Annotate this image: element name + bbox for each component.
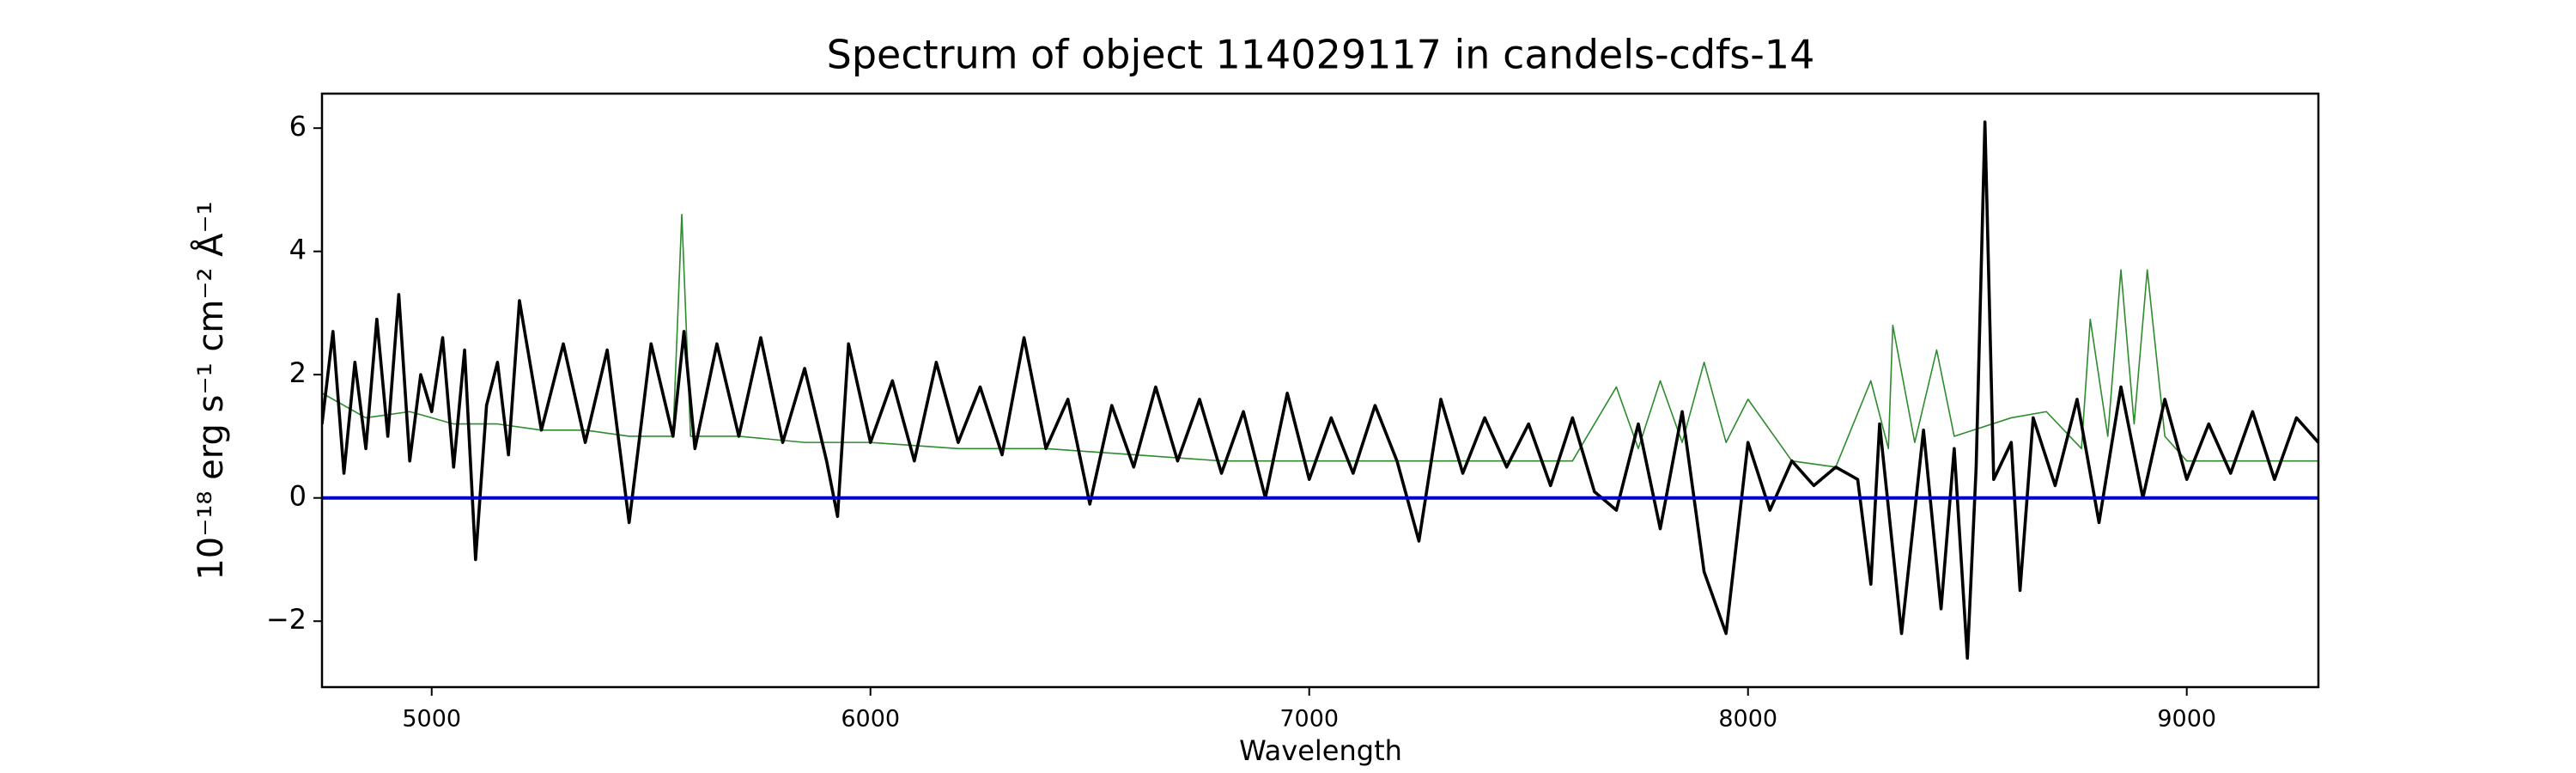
plot-frame [320,92,2320,689]
chart-title: Spectrum of object 114029117 in candels-… [827,32,1815,78]
y-tick-label: 6 [289,110,307,143]
y-tick-label: 2 [289,356,307,389]
spectrum-line [322,120,2318,660]
spectrum-line [322,213,2318,468]
y-tick-label: −2 [266,603,307,636]
x-axis-label: Wavelength [1239,734,1402,767]
y-tick-label: 0 [289,480,307,513]
x-tick-label: 8000 [1718,706,1777,733]
x-tick-label: 5000 [402,706,461,733]
x-tick-label: 7000 [1279,706,1339,733]
x-tick-label: 6000 [841,706,900,733]
x-tick-label: 9000 [2157,706,2216,733]
y-axis-label: 10⁻¹⁸ erg s⁻¹ cm⁻² Å⁻¹ [190,201,231,580]
y-tick-label: 4 [289,234,307,266]
